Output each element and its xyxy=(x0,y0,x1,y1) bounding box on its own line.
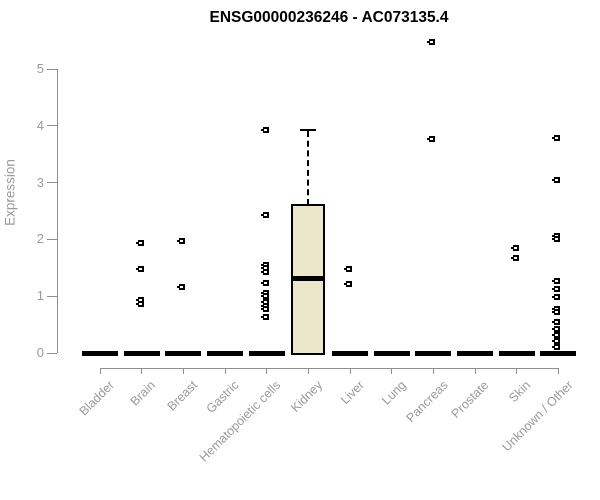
y-axis-tick xyxy=(47,352,57,354)
outlier-point xyxy=(552,293,561,300)
zero-median-bar xyxy=(248,350,285,356)
outlier-point xyxy=(552,135,561,142)
y-axis-line xyxy=(57,69,58,353)
median-line xyxy=(291,276,326,282)
outlier-point xyxy=(260,292,269,299)
zero-median-bar xyxy=(457,350,493,356)
zero-median-bar xyxy=(498,350,535,356)
outlier-point xyxy=(135,265,144,272)
outlier-point xyxy=(260,298,269,305)
x-axis-tick xyxy=(391,368,393,374)
y-tick-label: 3 xyxy=(36,174,44,190)
outlier-point xyxy=(177,283,186,290)
outlier-point xyxy=(135,301,144,308)
x-tick-label: Gastric xyxy=(204,378,242,416)
outlier-point xyxy=(510,244,519,251)
whisker xyxy=(307,130,310,205)
x-axis-tick xyxy=(349,368,351,374)
outlier-point xyxy=(260,261,269,268)
y-axis-tick xyxy=(47,238,57,240)
x-tick-label: Brain xyxy=(128,378,159,409)
outlier-point xyxy=(552,343,561,350)
zero-median-bar xyxy=(123,350,160,356)
zero-median-bar xyxy=(207,350,243,356)
outlier-point xyxy=(344,265,352,272)
outlier-point xyxy=(552,277,561,284)
outlier-point xyxy=(260,305,269,312)
x-tick-label: Bladder xyxy=(76,378,117,419)
x-axis-tick xyxy=(432,368,434,374)
x-tick-label: Liver xyxy=(337,378,367,408)
y-tick-label: 0 xyxy=(36,345,44,360)
y-tick-label: 1 xyxy=(36,288,44,304)
y-tick-label: 2 xyxy=(36,231,44,247)
outlier-point xyxy=(510,255,519,262)
y-axis-tick xyxy=(47,182,57,184)
outlier-point xyxy=(552,176,561,183)
outlier-point xyxy=(552,331,561,338)
x-axis-tick xyxy=(474,368,476,374)
x-axis-tick xyxy=(307,368,309,374)
x-tick-label: Skin xyxy=(506,378,534,406)
x-axis-tick xyxy=(516,368,518,374)
outlier-point xyxy=(135,240,144,247)
x-tick-label: Pancreas xyxy=(402,378,451,426)
x-axis-tick xyxy=(557,368,559,374)
chart-title: ENSG00000236246 - AC073135.4 xyxy=(209,9,449,26)
outlier-point xyxy=(427,135,436,142)
zero-median-bar xyxy=(373,350,410,356)
outlier-point xyxy=(552,235,561,242)
x-tick-label: Prostate xyxy=(449,378,492,421)
y-tick-label: 4 xyxy=(36,117,44,133)
outlier-point xyxy=(135,297,144,304)
x-tick-label: Breast xyxy=(164,378,201,414)
outlier-point xyxy=(260,265,269,272)
zero-median-bar xyxy=(540,350,577,356)
outlier-point xyxy=(260,313,269,320)
outlier-point xyxy=(260,211,269,218)
outlier-point xyxy=(552,326,561,333)
x-tick-label: Hematopoietic cells xyxy=(197,378,284,465)
outlier-point xyxy=(260,126,269,133)
zero-median-bar xyxy=(415,350,452,356)
x-axis-tick xyxy=(182,368,184,374)
y-axis-tick xyxy=(47,125,57,127)
x-axis-tick xyxy=(99,368,101,374)
outlier-point xyxy=(177,237,186,244)
outlier-point xyxy=(344,280,352,287)
y-axis-tick xyxy=(47,68,57,70)
outlier-point xyxy=(427,38,436,45)
x-axis-tick xyxy=(266,368,268,374)
zero-median-bar xyxy=(165,350,202,356)
outlier-point xyxy=(260,280,269,287)
x-axis-tick xyxy=(224,368,226,374)
outlier-point xyxy=(552,319,561,326)
outlier-point xyxy=(552,285,561,292)
outlier-point xyxy=(552,308,561,315)
outlier-point xyxy=(552,338,561,345)
x-axis-tick xyxy=(141,368,143,374)
x-axis-line xyxy=(100,368,559,369)
outlier-point xyxy=(260,269,269,276)
x-tick-label: Kidney xyxy=(288,378,326,415)
zero-median-bar xyxy=(332,350,368,356)
y-axis-tick xyxy=(47,295,57,297)
x-tick-label: Lung xyxy=(379,378,409,408)
zero-median-bar xyxy=(82,350,118,356)
whisker-cap xyxy=(300,128,317,131)
y-tick-label: 5 xyxy=(36,61,44,76)
y-axis-title: Expression xyxy=(2,159,18,226)
